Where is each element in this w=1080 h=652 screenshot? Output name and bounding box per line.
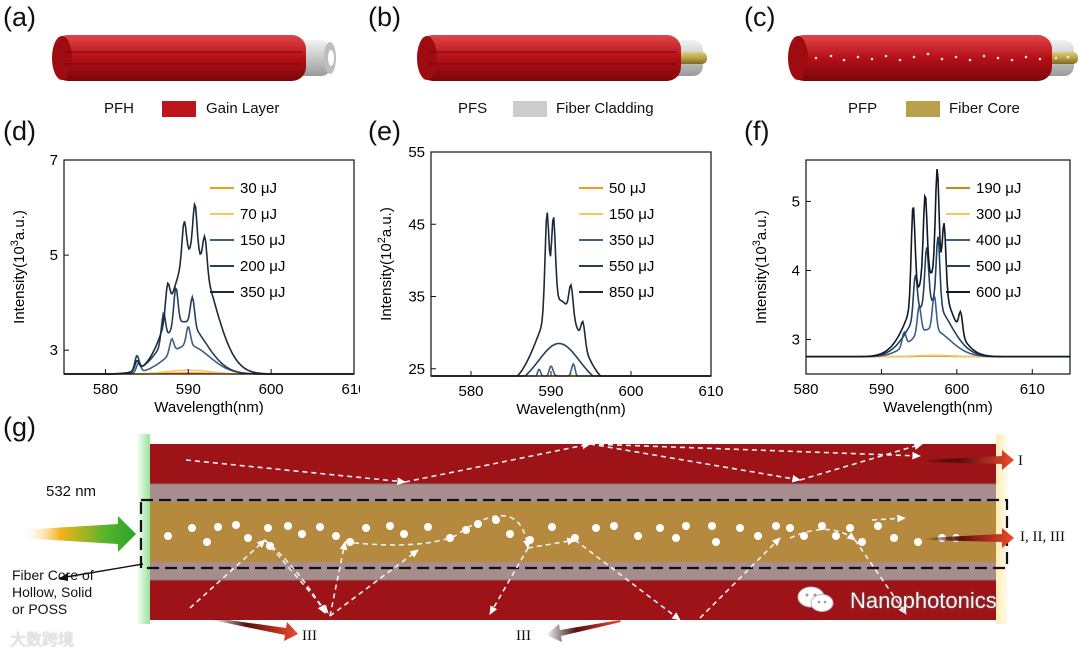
legend-label-0: 190 μJ xyxy=(976,180,1021,197)
output-label-bottom-mid: III xyxy=(516,628,531,644)
x-tick-label: 590 xyxy=(869,381,894,398)
series-line-3 xyxy=(64,286,354,375)
legend-label-fiber-cladding: Fiber Cladding xyxy=(556,100,654,117)
legend-label-4: 600 μJ xyxy=(976,284,1021,301)
legend-label-fiber-core: Fiber Core xyxy=(949,100,1020,117)
legend-label-2: 400 μJ xyxy=(976,232,1021,249)
legend-label-0: 50 μJ xyxy=(609,180,646,197)
y-tick-label: 45 xyxy=(408,216,425,233)
watermark-nanophotonics: Nanophotonics xyxy=(850,588,997,613)
fiber-pfs-illustration xyxy=(417,35,707,81)
fiber-pfh-illustration xyxy=(52,35,336,81)
y-axis-label: Intensity(103a.u.) xyxy=(751,210,770,324)
x-tick-label: 610 xyxy=(698,383,723,400)
y-tick-label: 55 xyxy=(408,144,425,161)
legend-label-gain-layer: Gain Layer xyxy=(206,100,280,117)
series-line-2 xyxy=(806,292,1070,358)
output-arrow-bottom-left xyxy=(212,618,298,641)
y-axis-label: Intensity(103a.u.) xyxy=(9,210,28,324)
chart-f: 580 590 600 610 3 4 5 Wavelength(nm) Intensity(1… xyxy=(751,159,1071,416)
gain-particles xyxy=(164,516,960,550)
chart-e: 580 590 600 610 25 35 45 55 Wavelength(nm) Intens… xyxy=(376,144,724,418)
legend-label-2: 350 μJ xyxy=(609,232,654,249)
output-arrow-mid xyxy=(924,528,1014,548)
wechat-icon xyxy=(796,584,836,614)
watermark-left: 大数跨境 xyxy=(10,632,75,649)
panel-label-d: (d) xyxy=(3,116,36,146)
panel-label-g: (g) xyxy=(3,412,36,442)
core-note-line1: Fiber Core of xyxy=(12,567,94,583)
x-tick-label: 600 xyxy=(618,383,643,400)
pump-beam-arrow xyxy=(20,516,136,552)
x-tick-label: 590 xyxy=(176,381,201,398)
y-tick-label: 25 xyxy=(408,361,425,378)
x-tick-label: 580 xyxy=(93,381,118,398)
fiber-name-pfh: PFH xyxy=(104,100,134,117)
core-note-pointer xyxy=(59,563,144,579)
output-label-top: I xyxy=(1018,453,1023,469)
legend-label-3: 500 μJ xyxy=(976,258,1021,275)
y-tick-label: 35 xyxy=(408,289,425,306)
y-axis-label: Intensity(102a.u.) xyxy=(376,207,395,321)
y-tick-label: 7 xyxy=(50,152,58,169)
y-tick-label: 3 xyxy=(792,331,800,348)
x-axis-label: Wavelength(nm) xyxy=(154,399,263,416)
x-tick-label: 580 xyxy=(458,383,483,400)
x-tick-label: 580 xyxy=(793,381,818,398)
legend-swatch-fiber-core xyxy=(906,101,940,117)
x-tick-label: 590 xyxy=(538,383,563,400)
y-tick-label: 3 xyxy=(50,342,58,359)
fiber-name-pfp: PFP xyxy=(848,100,878,117)
legend-label-3: 550 μJ xyxy=(609,258,654,275)
panel-label-f: (f) xyxy=(744,116,770,146)
x-tick-label: 600 xyxy=(944,381,969,398)
x-tick-label: 610 xyxy=(1020,381,1045,398)
plot-frame xyxy=(63,159,355,375)
output-arrow-bottom-mid xyxy=(546,620,621,642)
series-line-3 xyxy=(806,236,1070,358)
x-tick-label: 600 xyxy=(259,381,284,398)
fiber-name-pfs: PFS xyxy=(458,100,488,117)
plot-frame xyxy=(805,159,1071,375)
core-note-line2: Hollow, Solid xyxy=(12,584,93,600)
light-paths xyxy=(185,441,923,621)
legend-label-1: 150 μJ xyxy=(609,206,654,223)
legend-label-4: 350 μJ xyxy=(240,284,285,301)
panel-label-a: (a) xyxy=(3,2,36,32)
legend-label-4: 850 μJ xyxy=(609,284,654,301)
panel-label-b: (b) xyxy=(368,2,401,32)
panel-label-c: (c) xyxy=(744,2,776,32)
fiber-pfp-illustration xyxy=(788,35,1078,81)
legend-swatch-gain-layer xyxy=(162,101,196,117)
series-line-2 xyxy=(64,325,354,375)
panel-label-e: (e) xyxy=(368,116,401,146)
core-note: Fiber Core of Hollow, Solid or POSS xyxy=(12,567,94,618)
legend-label-1: 300 μJ xyxy=(976,206,1021,223)
schematic-fiber-cross-section xyxy=(20,434,1014,642)
legend-label-2: 150 μJ xyxy=(240,232,285,249)
x-axis-label: Wavelength(nm) xyxy=(516,401,625,418)
output-arrow-top xyxy=(924,450,1014,470)
y-tick-label: 5 xyxy=(792,193,800,210)
pump-wavelength-label: 532 nm xyxy=(46,483,97,500)
output-label-bottom-left: III xyxy=(302,628,317,644)
core-note-line3: or POSS xyxy=(12,601,68,617)
y-tick-label: 5 xyxy=(50,247,58,264)
series-line-4 xyxy=(806,169,1070,358)
legend-label-3: 200 μJ xyxy=(240,258,285,275)
x-axis-label: Wavelength(nm) xyxy=(883,399,992,416)
plot-frame xyxy=(430,151,712,377)
x-tick-label: 610 xyxy=(341,381,360,398)
legend-label-1: 70 μJ xyxy=(240,206,277,223)
legend-swatch-fiber-cladding xyxy=(513,101,547,117)
legend-label-0: 30 μJ xyxy=(240,180,277,197)
output-label-mid: I, II, III xyxy=(1020,529,1065,545)
y-tick-label: 4 xyxy=(792,262,800,279)
chart-d: 580 590 600 610 3 5 7 Wavelength(nm) Intensity(1… xyxy=(9,152,360,416)
